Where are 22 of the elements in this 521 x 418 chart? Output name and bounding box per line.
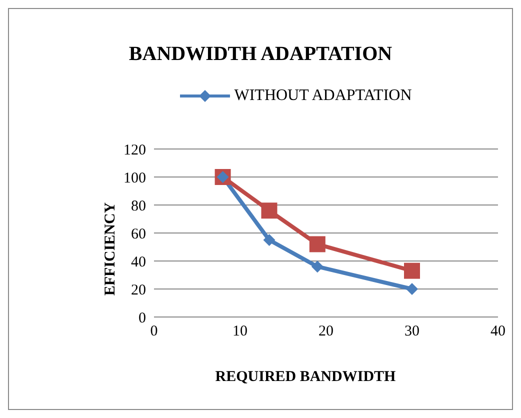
x-axis-title: REQUIRED BANDWIDTH xyxy=(214,369,397,386)
y-tick-label: 80 xyxy=(131,198,146,214)
y-axis-title: EFFICIENCY xyxy=(102,202,120,296)
y-tick-label: 120 xyxy=(124,142,146,158)
point xyxy=(311,260,324,273)
point xyxy=(406,283,418,295)
point xyxy=(404,262,420,279)
y-tick-label: 0 xyxy=(138,310,146,326)
y-tick-label: 40 xyxy=(131,254,146,270)
x-tick-label: 0 xyxy=(150,324,158,340)
chart-title: BANDWIDTH ADAPTATION xyxy=(128,43,394,66)
y-tick-label: 20 xyxy=(131,282,146,298)
y-tick-label: 60 xyxy=(131,226,146,242)
x-tick-label: 40 xyxy=(490,324,506,340)
point xyxy=(309,236,326,252)
x-tick-label: 30 xyxy=(404,324,420,340)
point xyxy=(263,234,276,246)
y-tick-label: 100 xyxy=(124,170,146,186)
x-tick-label: 20 xyxy=(318,324,334,340)
point xyxy=(261,202,278,219)
x-tick-label: 10 xyxy=(232,324,248,340)
legend-label: WITHOUT ADAPTATION xyxy=(234,87,412,105)
